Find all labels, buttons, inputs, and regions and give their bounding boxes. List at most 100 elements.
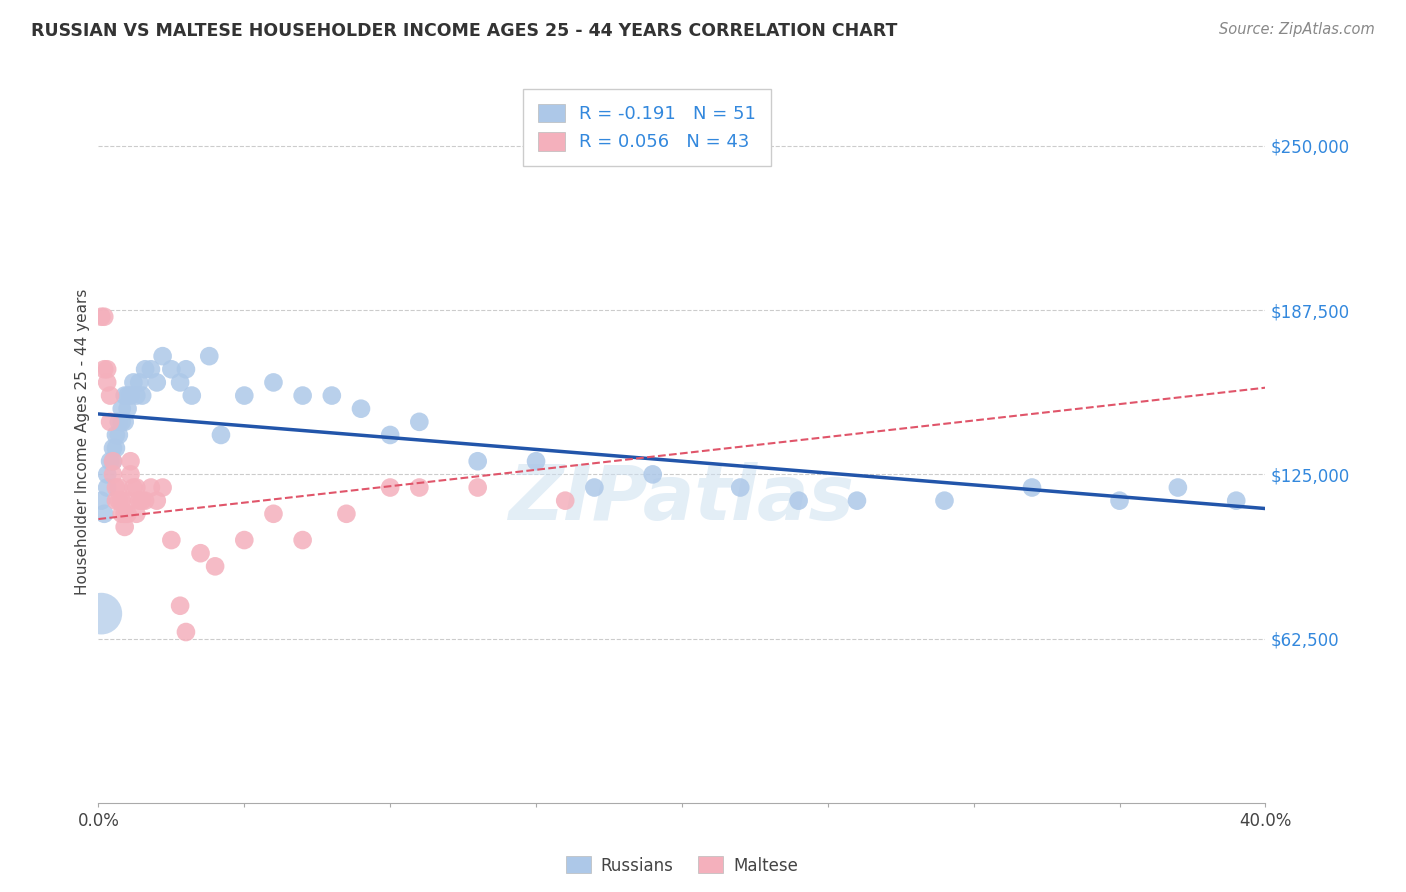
- Point: [104, 481, 127, 495]
- Point: [117, 507, 139, 521]
- Point: [108, 493, 131, 508]
- Point: [98, 415, 121, 429]
- Point: [524, 454, 547, 468]
- Point: [120, 467, 142, 482]
- Point: [114, 507, 136, 521]
- Point: [90, 493, 112, 508]
- Point: [101, 467, 124, 482]
- Point: [117, 493, 139, 508]
- Point: [104, 428, 127, 442]
- Point: [1225, 493, 1247, 508]
- Point: [846, 493, 869, 508]
- Point: [467, 454, 489, 468]
- Point: [93, 362, 115, 376]
- Point: [152, 349, 174, 363]
- Text: ZIPatlas: ZIPatlas: [509, 462, 855, 536]
- Point: [125, 507, 148, 521]
- Point: [152, 481, 174, 495]
- Text: RUSSIAN VS MALTESE HOUSEHOLDER INCOME AGES 25 - 44 YEARS CORRELATION CHART: RUSSIAN VS MALTESE HOUSEHOLDER INCOME AG…: [31, 22, 897, 40]
- Point: [262, 376, 284, 390]
- Point: [160, 533, 183, 547]
- Point: [380, 481, 402, 495]
- Point: [408, 415, 430, 429]
- Point: [128, 376, 150, 390]
- Point: [174, 362, 197, 376]
- Point: [111, 507, 134, 521]
- Point: [139, 362, 162, 376]
- Point: [174, 625, 197, 640]
- Point: [146, 493, 169, 508]
- Point: [380, 428, 402, 442]
- Point: [120, 454, 142, 468]
- Point: [98, 388, 121, 402]
- Point: [117, 401, 139, 416]
- Point: [104, 441, 127, 455]
- Point: [1108, 493, 1130, 508]
- Point: [96, 376, 118, 390]
- Point: [262, 507, 284, 521]
- Point: [641, 467, 664, 482]
- Point: [96, 467, 118, 482]
- Point: [204, 559, 226, 574]
- Point: [101, 454, 124, 468]
- Point: [1021, 481, 1043, 495]
- Point: [321, 388, 343, 402]
- Point: [467, 481, 489, 495]
- Point: [120, 388, 142, 402]
- Point: [190, 546, 212, 560]
- Point: [730, 481, 752, 495]
- Legend: Russians, Maltese: Russians, Maltese: [558, 850, 806, 881]
- Point: [111, 493, 134, 508]
- Point: [180, 388, 202, 402]
- Point: [134, 493, 156, 508]
- Point: [96, 481, 118, 495]
- Point: [111, 415, 134, 429]
- Point: [169, 376, 191, 390]
- Point: [108, 481, 131, 495]
- Point: [408, 481, 430, 495]
- Point: [122, 481, 145, 495]
- Point: [169, 599, 191, 613]
- Point: [128, 493, 150, 508]
- Point: [291, 533, 314, 547]
- Point: [350, 401, 373, 416]
- Point: [934, 493, 956, 508]
- Point: [108, 428, 131, 442]
- Point: [101, 441, 124, 455]
- Point: [114, 520, 136, 534]
- Point: [90, 607, 112, 621]
- Point: [108, 415, 131, 429]
- Y-axis label: Householder Income Ages 25 - 44 years: Householder Income Ages 25 - 44 years: [75, 288, 90, 595]
- Point: [787, 493, 810, 508]
- Point: [146, 376, 169, 390]
- Point: [101, 454, 124, 468]
- Point: [93, 507, 115, 521]
- Point: [114, 415, 136, 429]
- Point: [122, 376, 145, 390]
- Point: [233, 388, 256, 402]
- Point: [114, 388, 136, 402]
- Point: [139, 481, 162, 495]
- Point: [198, 349, 221, 363]
- Point: [131, 388, 153, 402]
- Point: [125, 388, 148, 402]
- Point: [291, 388, 314, 402]
- Point: [209, 428, 232, 442]
- Point: [93, 310, 115, 324]
- Point: [134, 362, 156, 376]
- Point: [1167, 481, 1189, 495]
- Point: [117, 388, 139, 402]
- Point: [98, 454, 121, 468]
- Point: [104, 493, 127, 508]
- Point: [111, 401, 134, 416]
- Point: [554, 493, 576, 508]
- Point: [125, 481, 148, 495]
- Point: [160, 362, 183, 376]
- Text: Source: ZipAtlas.com: Source: ZipAtlas.com: [1219, 22, 1375, 37]
- Point: [583, 481, 606, 495]
- Point: [96, 362, 118, 376]
- Point: [233, 533, 256, 547]
- Point: [131, 493, 153, 508]
- Point: [90, 310, 112, 324]
- Point: [335, 507, 357, 521]
